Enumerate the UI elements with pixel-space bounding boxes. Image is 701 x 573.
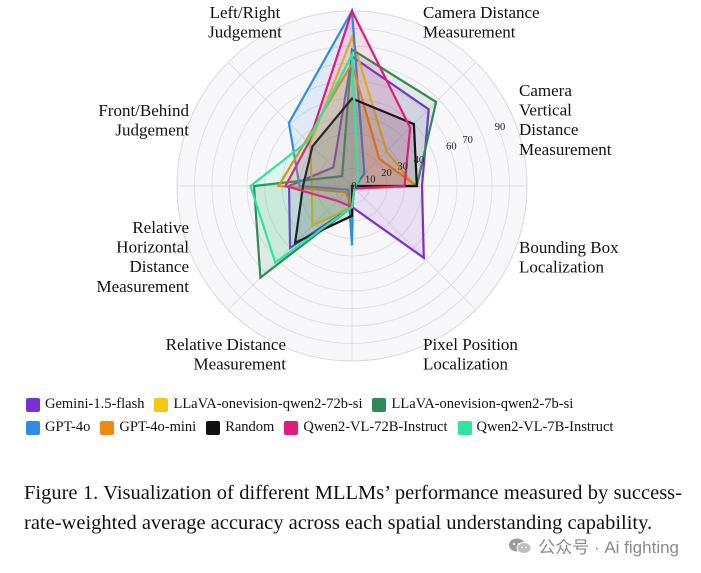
radial-tick-label: 90 [495,122,506,133]
series-polygon-qwen2-vl-7b-instruct [249,50,360,265]
axis-label: Left/Right Judgement [208,3,282,42]
legend-item: Gemini-1.5-flash [26,396,144,413]
legend-label: GPT-4o-mini [119,419,197,435]
radial-tick-label: 30 [397,161,408,172]
legend-label: Qwen2-VL-72B-Instruct [303,419,448,435]
legend-label: Qwen2-VL-7B-Instruct [476,419,614,435]
legend-swatch [100,420,115,435]
legend-swatch [26,397,40,412]
axis-label: Front/Behind Judgement [98,101,189,140]
radial-tick-label: 10 [365,174,376,185]
legend-item: Random [206,419,274,436]
legend-item: GPT-4o-mini [100,419,196,436]
legend-item: Qwen2-VL-7B-Instruct [457,419,614,436]
radial-tick-label: 20 [381,168,392,179]
legend-row: GPT-4o GPT-4o-mini Random Qwen2-VL-72B-Inst… [26,416,696,439]
radar-svg: 0 10 20 30 40 60 70 90 Left/Right Judgement Camer… [96,3,619,374]
grid-spoke [351,185,477,311]
radial-tick-label: 0 [351,181,356,192]
legend-item: LLaVA-onevision-qwen2-7b-si [372,396,573,413]
radial-tick-label: 40 [414,155,425,166]
axis-label: Relative Horizontal Distance Measurement [96,218,189,296]
legend-item: GPT-4o [26,419,90,436]
radial-tick-labels: 0 10 20 30 40 60 70 90 [351,122,505,192]
legend-label: GPT-4o [45,419,91,435]
axis-label: Camera Vertical Distance Measurement [519,81,612,159]
legend-swatch [154,397,169,412]
legend-label: Random [225,419,275,435]
axis-labels: Left/Right Judgement Camera Distance Measur… [96,3,619,374]
legend-swatch [206,420,221,435]
legend-label: LLaVA-onevision-qwen2-72b-si [173,396,363,412]
series-polygon-random [293,97,418,245]
radar-chart: 0 10 20 30 40 60 70 90 Left/Right Judgement Camer… [96,3,619,374]
legend-label: LLaVA-onevision-qwen2-7b-si [391,396,574,412]
legend-swatch [284,420,299,435]
axis-label: Relative Distance Measurement [166,335,287,374]
radar-series-layer [249,7,438,280]
figure-caption: Figure 1. Visualization of different MLL… [24,482,682,534]
wechat-icon [508,537,532,555]
radial-tick-label: 60 [446,142,457,153]
legend-row: Gemini-1.5-flash LLaVA-onevision-qwen2-72… [26,393,696,416]
legend-swatch [26,420,40,435]
legend-swatch [457,420,472,435]
legend-label: Gemini-1.5-flash [45,396,145,412]
watermark: 公众号 · Ai fighting [508,533,679,558]
axis-label: Bounding Box Localization [519,238,619,277]
radial-tick-label: 70 [462,135,473,146]
legend-item: Qwen2-VL-72B-Instruct [284,419,448,436]
axis-label: Camera Distance Measurement [423,3,540,42]
legend-swatch [372,397,387,412]
axis-label: Pixel Position Localization [423,335,518,374]
legend: Gemini-1.5-flash LLaVA-onevision-qwen2-72… [26,393,696,439]
watermark-text: 公众号 · Ai fighting [538,538,679,557]
legend-item: LLaVA-onevision-qwen2-72b-si [154,396,362,413]
